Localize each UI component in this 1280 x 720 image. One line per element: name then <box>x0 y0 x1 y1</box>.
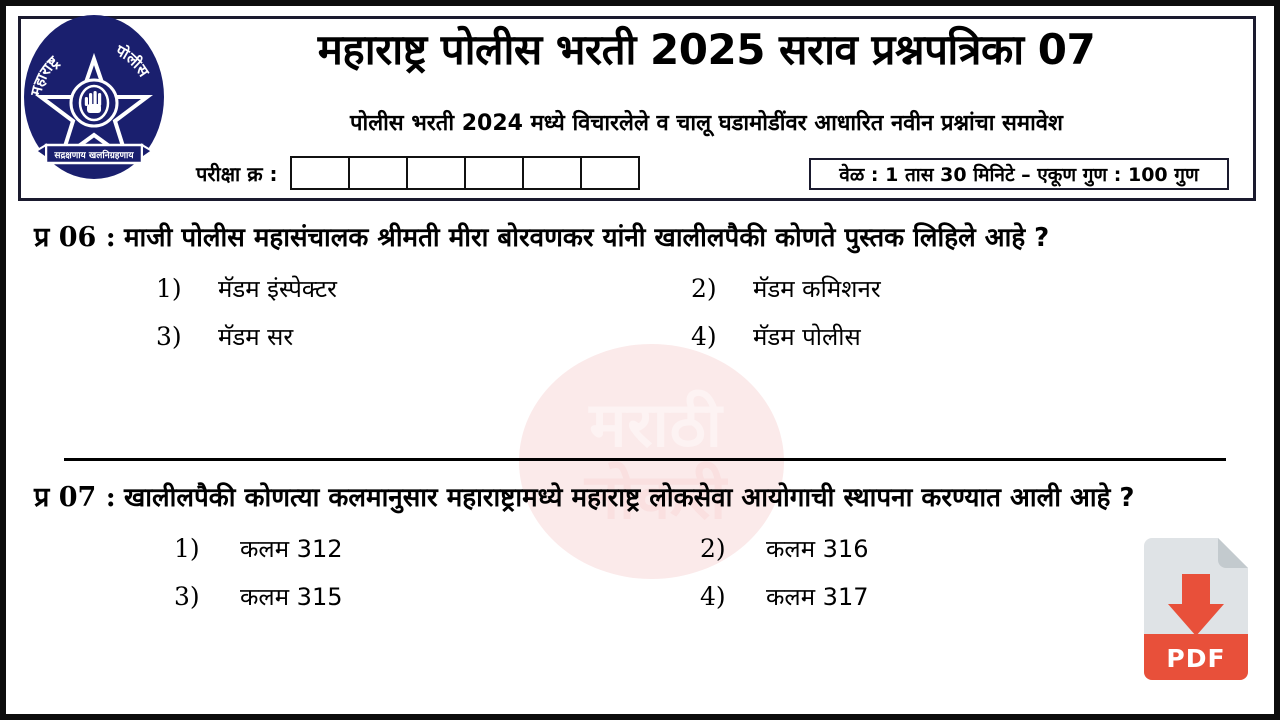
question-text: खालीलपैकी कोणत्या कलमानुसार महाराष्ट्राम… <box>124 483 1135 513</box>
option-label: मॅडम इंस्पेक्टर <box>218 275 337 303</box>
exam-number-cell[interactable] <box>465 158 524 188</box>
question-number: प्र 07 : <box>34 482 116 513</box>
page-subtitle: पोलीस भरती 2024 मध्ये विचारलेले व चालू घ… <box>350 111 1063 136</box>
exam-number-input[interactable] <box>289 156 640 190</box>
svg-text:सद्रक्षणाय खलनिग्रहणाय: सद्रक्षणाय खलनिग्रहणाय <box>53 149 134 161</box>
exam-number-cell[interactable] <box>291 158 350 188</box>
option-4[interactable]: 4) कलम 317 <box>700 578 1226 616</box>
pdf-download-button[interactable]: PDF <box>1138 536 1254 688</box>
options-grid: 1) कलम 312 2) कलम 316 3) कलम 315 4) कलम … <box>6 530 1274 616</box>
option-number: 1) <box>156 274 182 303</box>
exam-number-cell[interactable] <box>523 158 582 188</box>
option-3[interactable]: 3) कलम 315 <box>174 578 700 616</box>
options-grid: 1) मॅडम इंस्पेक्टर 2) मॅडम कमिशनर 3) मॅड… <box>6 270 1274 356</box>
question-block: प्र 07 : खालीलपैकी कोणत्या कलमानुसार महा… <box>6 474 1274 616</box>
option-number: 3) <box>156 322 182 351</box>
option-label: मॅडम सर <box>218 323 294 351</box>
option-label: कलम 315 <box>240 583 343 611</box>
question-separator <box>64 458 1226 461</box>
option-label: मॅडम पोलीस <box>753 323 861 351</box>
maharashtra-police-emblem-icon: महाराष्ट्र पोलीस सद्रक्षणाय खलनिग्रहणाय <box>20 11 168 183</box>
option-label: कलम 312 <box>240 535 343 563</box>
option-2[interactable]: 2) मॅडम कमिशनर <box>691 270 1226 308</box>
option-1[interactable]: 1) कलम 312 <box>174 530 700 568</box>
question-text: माजी पोलीस महासंचालक श्रीमती मीरा बोरवणक… <box>124 223 1050 253</box>
option-number: 2) <box>691 274 717 303</box>
watermark-line-1: मराठी <box>589 388 723 461</box>
option-number: 1) <box>174 534 200 563</box>
exam-number-cell[interactable] <box>407 158 466 188</box>
option-number: 2) <box>700 534 726 563</box>
exam-number-cell[interactable] <box>349 158 408 188</box>
option-3[interactable]: 3) मॅडम सर <box>156 318 691 356</box>
option-number: 4) <box>700 582 726 611</box>
exam-number-row: परीक्षा क्र : <box>196 156 640 190</box>
question-heading: प्र 07 : खालीलपैकी कोणत्या कलमानुसार महा… <box>6 474 1274 522</box>
option-number: 4) <box>691 322 717 351</box>
option-number: 3) <box>174 582 200 611</box>
question-heading: प्र 06 : माजी पोलीस महासंचालक श्रीमती मी… <box>6 214 1274 262</box>
exam-number-cell[interactable] <box>581 158 638 188</box>
exam-number-label: परीक्षा क्र : <box>196 161 278 186</box>
question-number: प्र 06 : <box>34 222 116 253</box>
question-block: प्र 06 : माजी पोलीस महासंचालक श्रीमती मी… <box>6 214 1274 356</box>
option-4[interactable]: 4) मॅडम पोलीस <box>691 318 1226 356</box>
option-label: मॅडम कमिशनर <box>753 275 881 303</box>
option-1[interactable]: 1) मॅडम इंस्पेक्टर <box>156 270 691 308</box>
time-and-marks-box: वेळ : 1 तास 30 मिनिटे – एकूण गुण : 100 ग… <box>809 158 1229 190</box>
option-label: कलम 317 <box>766 583 869 611</box>
page-title: महाराष्ट्र पोलीस भरती 2025 सराव प्रश्नपत… <box>317 25 1096 74</box>
